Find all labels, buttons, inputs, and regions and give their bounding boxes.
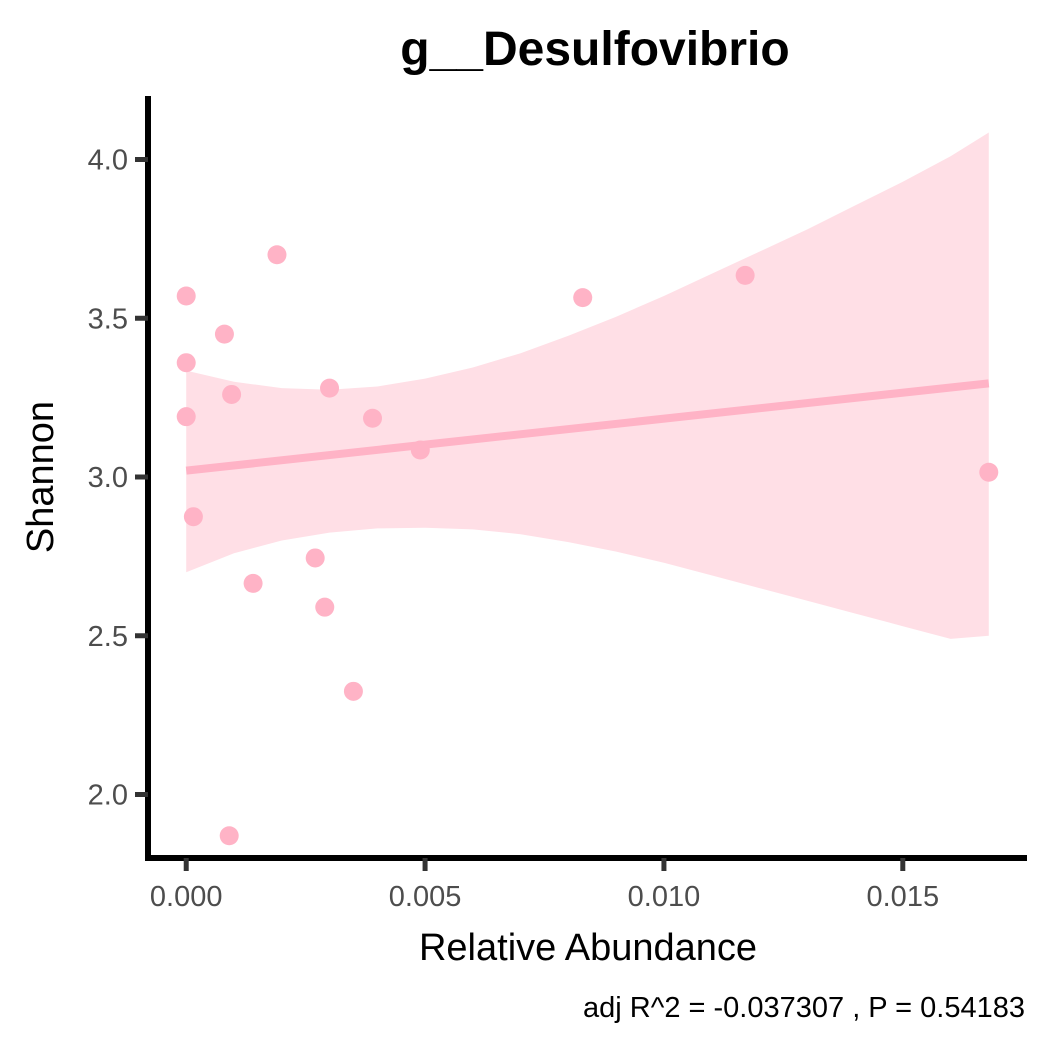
y-tick-label: 3.5: [88, 303, 128, 335]
data-point: [305, 548, 325, 568]
regression-line: [185, 379, 990, 475]
data-point: [410, 440, 430, 460]
stats-caption: adj R^2 = -0.037307 , P = 0.54183: [583, 992, 1025, 1024]
y-tick-label: 4.0: [88, 145, 128, 177]
data-point: [176, 353, 196, 373]
x-tick-label: 0.010: [628, 881, 701, 913]
data-point: [320, 378, 340, 398]
x-axis-label: Relative Abundance: [419, 927, 757, 969]
data-point: [219, 826, 239, 846]
data-point: [222, 384, 242, 404]
y-tick-label: 2.5: [88, 621, 128, 653]
data-point: [363, 408, 383, 428]
y-tick-label: 3.0: [88, 462, 128, 494]
data-point: [176, 286, 196, 306]
data-point: [267, 245, 287, 265]
confidence-band-layer: [186, 132, 989, 639]
y-tick-label: 2.0: [88, 780, 128, 812]
confidence-band: [186, 132, 989, 639]
x-tick-label: 0.005: [389, 881, 462, 913]
data-point: [243, 573, 263, 593]
data-point: [343, 681, 363, 701]
x-axis-ticks: 0.000 0.005 0.010 0.015: [150, 858, 939, 913]
data-point: [573, 288, 593, 308]
data-point: [315, 597, 335, 617]
x-tick-label: 0.015: [867, 881, 940, 913]
data-point: [176, 407, 196, 427]
y-axis-label: Shannon: [20, 401, 62, 553]
fit-line-layer: [185, 379, 990, 475]
points-layer: [176, 245, 999, 846]
data-point: [979, 462, 999, 482]
y-axis-ticks: 2.0 2.5 3.0 3.5 4.0: [88, 145, 148, 812]
data-point: [735, 265, 755, 285]
data-point: [183, 507, 203, 527]
x-tick-label: 0.000: [150, 881, 223, 913]
chart-title: g__Desulfovibrio: [400, 23, 789, 76]
data-point: [214, 324, 234, 344]
